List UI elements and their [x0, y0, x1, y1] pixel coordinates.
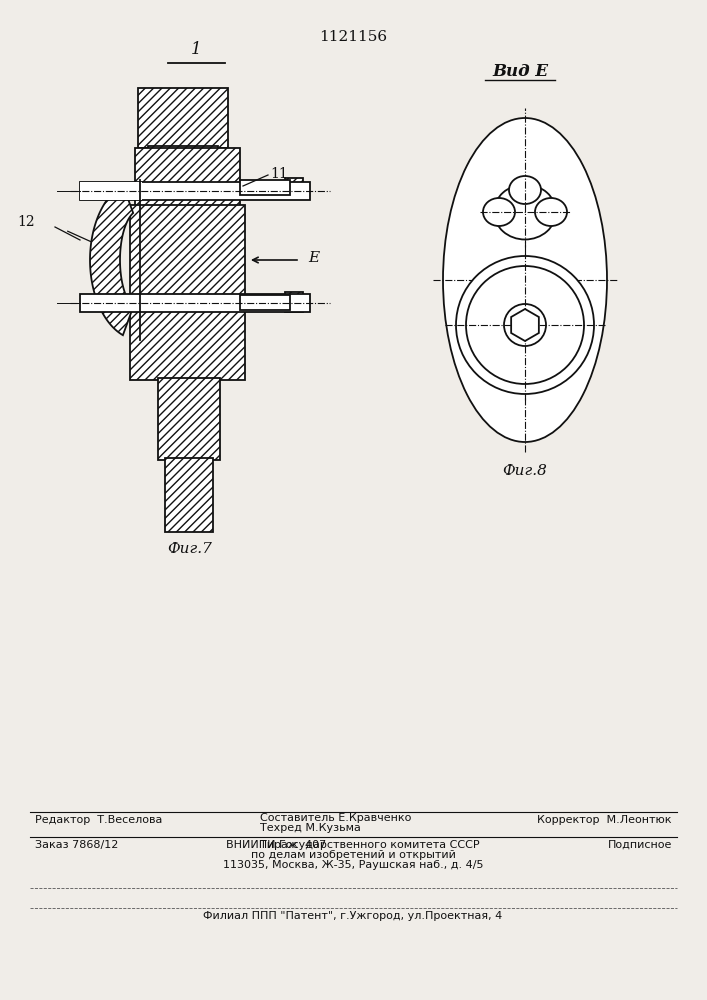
- Ellipse shape: [483, 198, 515, 226]
- Polygon shape: [90, 185, 133, 335]
- Bar: [80, 182, 310, 200]
- Text: Техред М.Кузьма: Техред М.Кузьма: [260, 823, 361, 833]
- Bar: [240, 295, 290, 310]
- Text: Подписное: Подписное: [607, 840, 672, 850]
- Ellipse shape: [535, 198, 567, 226]
- Text: 11: 11: [270, 167, 288, 181]
- Bar: [158, 378, 220, 460]
- Bar: [80, 294, 142, 312]
- Ellipse shape: [494, 184, 556, 239]
- Text: Филиал ППП "Патент", г.Ужгород, ул.Проектная, 4: Филиал ППП "Патент", г.Ужгород, ул.Проек…: [204, 911, 503, 921]
- Bar: [135, 148, 240, 210]
- Text: Редактор  Т.Веселова: Редактор Т.Веселова: [35, 815, 163, 825]
- Ellipse shape: [509, 176, 541, 204]
- Ellipse shape: [466, 266, 584, 384]
- Text: Вид E: Вид E: [492, 63, 548, 80]
- Bar: [130, 300, 245, 380]
- Ellipse shape: [504, 304, 546, 346]
- Text: Заказ 7868/12: Заказ 7868/12: [35, 840, 118, 850]
- Bar: [130, 205, 245, 300]
- Bar: [285, 292, 303, 312]
- Polygon shape: [511, 309, 539, 341]
- Ellipse shape: [443, 118, 607, 442]
- Bar: [138, 88, 228, 148]
- Bar: [80, 182, 142, 200]
- Bar: [285, 178, 303, 198]
- Bar: [80, 294, 310, 312]
- Text: Тираж  407: Тираж 407: [260, 840, 326, 850]
- Text: Фиг.8: Фиг.8: [503, 464, 547, 478]
- Text: по делам изобретений и открытий: по делам изобретений и открытий: [250, 850, 455, 860]
- Bar: [240, 180, 290, 195]
- Text: ВНИИПИ Государственного комитета СССР: ВНИИПИ Государственного комитета СССР: [226, 840, 480, 850]
- Text: Составитель Е.Кравченко: Составитель Е.Кравченко: [260, 813, 411, 823]
- Text: 1: 1: [191, 41, 201, 58]
- Text: 12: 12: [18, 215, 35, 229]
- Bar: [165, 458, 213, 532]
- Text: 113035, Москва, Ж-35, Раушская наб., д. 4/5: 113035, Москва, Ж-35, Раушская наб., д. …: [223, 860, 484, 870]
- Bar: [148, 146, 218, 168]
- Text: Фиг.7: Фиг.7: [168, 542, 212, 556]
- Text: 1121156: 1121156: [319, 30, 387, 44]
- Ellipse shape: [456, 256, 594, 394]
- Text: E: E: [308, 251, 319, 265]
- Text: Корректор  М.Леонтюк: Корректор М.Леонтюк: [537, 815, 672, 825]
